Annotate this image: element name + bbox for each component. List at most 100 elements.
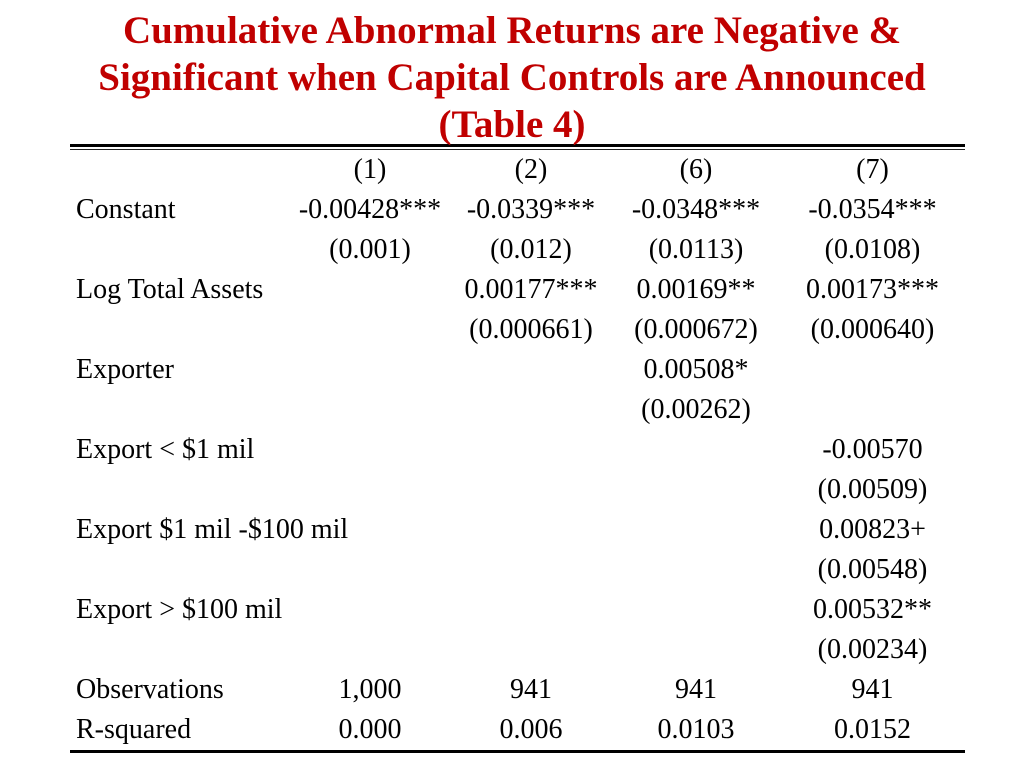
table-cell [450, 470, 612, 510]
table-row: Constant -0.00428*** -0.0339*** -0.0348*** -… [70, 190, 965, 230]
row-label [70, 390, 290, 430]
table-cell: 1,000 [338, 674, 402, 705]
table-row: Export > $100 mil 0.00532** [70, 590, 965, 630]
table-cell: (0.000640) [810, 314, 935, 345]
row-label: Export $1 mil -$100 mil [76, 514, 349, 545]
table-cell: 0.00177*** [464, 274, 598, 305]
table-cell: 0.00823+ [819, 514, 926, 545]
table-cell [450, 350, 612, 390]
table-cell [290, 270, 450, 310]
table-body: Constant -0.00428*** -0.0339*** -0.0348*** -… [70, 190, 965, 750]
table-cell: (0.00548) [817, 554, 928, 585]
table-cell: (0.0108) [824, 234, 921, 265]
table-row: (0.00262) [70, 390, 965, 430]
table-row: Export < $1 mil -0.00570 [70, 430, 965, 470]
header-row: (1) (2) (6) (7) [70, 150, 965, 190]
row-label: R-squared [76, 714, 192, 745]
table-top-rule-thick [70, 144, 965, 147]
regression-table-container: (1) (2) (6) (7) Constant -0.00428*** -0.0339*… [70, 144, 965, 753]
table-cell: 0.000 [338, 714, 402, 745]
table-row: (0.00234) [70, 630, 965, 670]
slide-title: Cumulative Abnormal Returns are Negative… [0, 7, 1024, 148]
table-cell [450, 390, 612, 430]
table-cell: 0.00532** [813, 594, 932, 625]
table-cell: 0.00169** [636, 274, 756, 305]
table-cell: -0.00428*** [298, 194, 442, 225]
row-label [70, 630, 290, 670]
table-bottom-rule [70, 750, 965, 753]
row-label: Exporter [76, 354, 174, 385]
row-label [70, 310, 290, 350]
row-label: Export < $1 mil [76, 434, 255, 465]
table-cell: 0.00508* [643, 354, 749, 385]
table-cell [290, 590, 450, 630]
table-cell [612, 590, 780, 630]
table-row: Export $1 mil -$100 mil 0.00823+ [70, 510, 965, 550]
table-cell [780, 390, 965, 430]
slide-title-line2: Significant when Capital Controls are An… [98, 56, 926, 99]
table-cell: 941 [851, 674, 894, 705]
row-label: Constant [76, 194, 176, 225]
table-cell: 941 [510, 674, 552, 705]
table-cell [612, 550, 780, 590]
table-cell [612, 630, 780, 670]
table-cell: -0.0348*** [631, 194, 761, 225]
column-header: (6) [679, 154, 713, 185]
table-cell [450, 590, 612, 630]
table-cell: (0.00234) [817, 634, 928, 665]
table-cell [290, 630, 450, 670]
regression-table: (1) (2) (6) (7) Constant -0.00428*** -0.0339*… [70, 150, 965, 750]
table-cell [290, 310, 450, 350]
column-header: (2) [514, 154, 548, 185]
slide-title-line1: Cumulative Abnormal Returns are Negative… [122, 9, 902, 52]
table-cell: 0.0152 [834, 714, 911, 745]
table-row: (0.001) (0.012) (0.0113) (0.0108) [70, 230, 965, 270]
table-top-rule-thin [70, 149, 965, 150]
table-row: Observations 1,000 941 941 941 [70, 670, 965, 710]
table-cell [290, 470, 450, 510]
table-cell [612, 510, 780, 550]
table-cell: (0.00509) [817, 474, 928, 505]
column-header: (1) [353, 154, 387, 185]
table-cell [612, 470, 780, 510]
row-label [70, 550, 290, 590]
table-cell [290, 430, 450, 470]
table-cell: 941 [675, 674, 717, 705]
table-row: (0.00509) [70, 470, 965, 510]
table-cell [450, 510, 612, 550]
table-cell [450, 550, 612, 590]
slide-title-line3: (Table 4) [438, 103, 586, 146]
header-label-spacer [70, 150, 290, 190]
table-row: (0.000661) (0.000672) (0.000640) [70, 310, 965, 350]
table-row: Log Total Assets 0.00177*** 0.00169** 0.001… [70, 270, 965, 310]
table-cell: 0.00173*** [806, 274, 939, 305]
table-cell [290, 550, 450, 590]
table-row: (0.00548) [70, 550, 965, 590]
table-cell: -0.0339*** [466, 194, 596, 225]
table-cell [780, 350, 965, 390]
table-cell: (0.0113) [648, 234, 744, 265]
table-row: R-squared 0.000 0.006 0.0103 0.0152 [70, 710, 965, 750]
table-cell: (0.000661) [469, 314, 593, 345]
row-label: Log Total Assets [76, 274, 264, 305]
table-cell [450, 630, 612, 670]
row-label: Observations [76, 674, 224, 705]
row-label [70, 470, 290, 510]
table-cell: -0.0354*** [808, 194, 937, 225]
row-label [70, 230, 290, 270]
table-cell: 0.0103 [657, 714, 735, 745]
column-header: (7) [856, 154, 889, 185]
table-cell [290, 390, 450, 430]
table-cell: (0.012) [490, 234, 572, 265]
table-row: Exporter 0.00508* [70, 350, 965, 390]
table-cell: 0.006 [499, 714, 563, 745]
table-cell [612, 430, 780, 470]
table-cell: (0.000672) [634, 314, 758, 345]
row-label: Export > $100 mil [76, 594, 283, 625]
table-cell [450, 430, 612, 470]
table-cell: -0.00570 [822, 434, 923, 465]
table-cell [290, 350, 450, 390]
table-cell: (0.00262) [641, 394, 751, 425]
table-cell: (0.001) [329, 234, 411, 265]
